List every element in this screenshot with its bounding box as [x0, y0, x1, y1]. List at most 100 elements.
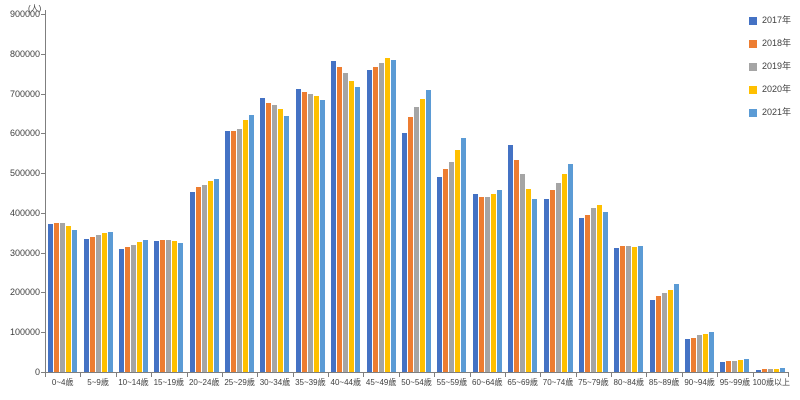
bar-2019年-10~14歳 [130, 244, 136, 372]
x-axis-category-label: 85~89歳 [648, 378, 680, 387]
bar-2020年-50~54歳 [420, 99, 425, 372]
bar-2021年-95~99歳 [744, 358, 750, 372]
x-axis-category-label: 55~59歳 [436, 378, 468, 387]
legend-swatch-icon [749, 16, 757, 25]
bar-2017年-100歳以上 [755, 369, 761, 372]
bar-2018年-95~99歳 [726, 361, 732, 372]
bar-2017年-0~4歳 [48, 224, 54, 372]
bar-2017年-70~74歳 [543, 199, 549, 372]
x-axis-tick [575, 373, 577, 377]
y-axis-tick [41, 372, 45, 373]
legend-label: 2018年 [762, 38, 792, 48]
x-axis-category-label: 15~19歳 [153, 378, 185, 387]
x-axis-tick [363, 373, 365, 377]
y-axis-tick-label: 0 [34, 367, 40, 377]
legend-item-2017年: 2017年 [749, 16, 791, 25]
x-axis-category-label: 45~49歳 [365, 378, 397, 387]
bar-2020年-85~89歳 [667, 290, 673, 372]
bar-2021年-90~94歳 [709, 332, 715, 372]
bar-2021年-35~39歳 [319, 99, 325, 372]
bar-2020年-45~49歳 [384, 58, 390, 372]
legend-swatch-icon [749, 85, 757, 94]
bar-2020年-5~9歳 [101, 232, 107, 372]
bar-2019年-70~74歳 [555, 183, 561, 372]
x-axis-line [45, 372, 789, 373]
x-axis-category-label: 75~79歳 [578, 378, 609, 387]
bar-2021年-40~44歳 [355, 86, 361, 372]
bar-2021年-20~24歳 [213, 178, 219, 372]
x-axis-tick [328, 373, 330, 377]
x-axis-tick [717, 373, 719, 377]
bar-2018年-75~79歳 [584, 214, 590, 372]
legend-item-2018年: 2018年 [749, 39, 791, 48]
bar-2020年-60~64歳 [490, 194, 496, 372]
y-axis-tick [41, 14, 45, 15]
bar-2019年-85~89歳 [661, 292, 667, 372]
bar-2021年-45~49歳 [390, 59, 396, 372]
bar-2019年-20~24歳 [201, 184, 207, 372]
bar-2017年-50~54歳 [402, 132, 407, 372]
bar-2019年-25~29歳 [237, 128, 243, 372]
y-axis-tick-label: 800000 [9, 48, 40, 59]
x-axis-category-label: 90~94歳 [684, 378, 715, 387]
x-axis-category-label: 20~24歳 [188, 378, 220, 387]
legend-label: 2017年 [762, 15, 792, 25]
bar-2017年-65~69歳 [508, 144, 514, 372]
bar-2017年-5~9歳 [83, 238, 89, 372]
x-axis-category-label: 30~34歳 [259, 378, 291, 387]
bar-2017年-60~64歳 [472, 194, 478, 372]
x-axis-tick [681, 373, 683, 377]
bar-2017年-35~39歳 [295, 89, 301, 372]
x-axis-category-label: 60~64歳 [472, 378, 503, 387]
bar-2021年-55~59歳 [461, 138, 467, 372]
bar-2018年-90~94歳 [691, 337, 697, 372]
bar-2020年-35~39歳 [313, 95, 319, 372]
legend-label: 2021年 [762, 107, 792, 117]
bar-2017年-15~19歳 [154, 240, 160, 372]
bar-2020年-40~44歳 [349, 80, 355, 372]
y-axis-tick [41, 93, 45, 95]
x-axis-category-label: 0~4歳 [51, 378, 74, 387]
bar-2019年-40~44歳 [343, 73, 349, 372]
y-axis-tick-label: 600000 [9, 128, 40, 139]
x-axis-tick [611, 373, 613, 377]
y-axis-tick-label: 100000 [9, 327, 40, 338]
bar-2018年-70~74歳 [549, 190, 555, 372]
bar-2021年-0~4歳 [72, 230, 78, 372]
x-axis-category-label: 5~9歳 [87, 378, 109, 387]
x-axis-category-label: 100歳以上 [752, 378, 790, 387]
bar-2019年-50~54歳 [414, 106, 419, 372]
bar-2021年-75~79歳 [602, 211, 608, 372]
bar-2017年-20~24歳 [189, 191, 195, 372]
x-axis-tick [646, 373, 648, 377]
bar-2020年-55~59歳 [455, 150, 461, 372]
bar-2018年-0~4歳 [54, 222, 60, 372]
bar-2020年-75~79歳 [596, 204, 602, 372]
y-axis-tick-label: 200000 [9, 287, 40, 298]
y-axis-tick [41, 332, 45, 334]
bar-2019年-15~19歳 [166, 240, 172, 372]
x-axis-tick [115, 373, 117, 377]
bar-2020年-25~29歳 [243, 120, 249, 372]
bar-2018年-80~84歳 [620, 245, 626, 372]
bar-2017年-40~44歳 [331, 60, 337, 372]
bar-2021年-85~89歳 [673, 283, 679, 372]
bar-2017年-55~59歳 [437, 177, 443, 372]
bar-2021年-10~14歳 [142, 239, 148, 372]
bar-2018年-20~24歳 [195, 186, 201, 372]
legend-item-2020年: 2020年 [749, 85, 791, 94]
y-axis-tick [41, 133, 45, 135]
bar-2019年-80~84歳 [626, 246, 632, 372]
bar-2017年-45~49歳 [366, 69, 372, 372]
bar-2021年-5~9歳 [107, 231, 113, 372]
bar-2018年-30~34歳 [266, 102, 272, 372]
x-axis-tick [788, 373, 789, 377]
bar-2018年-45~49歳 [372, 66, 378, 372]
legend-label: 2020年 [762, 84, 792, 94]
y-axis-tick [41, 252, 45, 254]
bar-2021年-25~29歳 [249, 115, 255, 372]
bar-2018年-10~14歳 [124, 247, 130, 372]
bar-2018年-50~54歳 [408, 117, 413, 372]
bar-2019年-90~94歳 [697, 335, 703, 372]
y-axis-tick-label: 900000 [9, 9, 40, 19]
